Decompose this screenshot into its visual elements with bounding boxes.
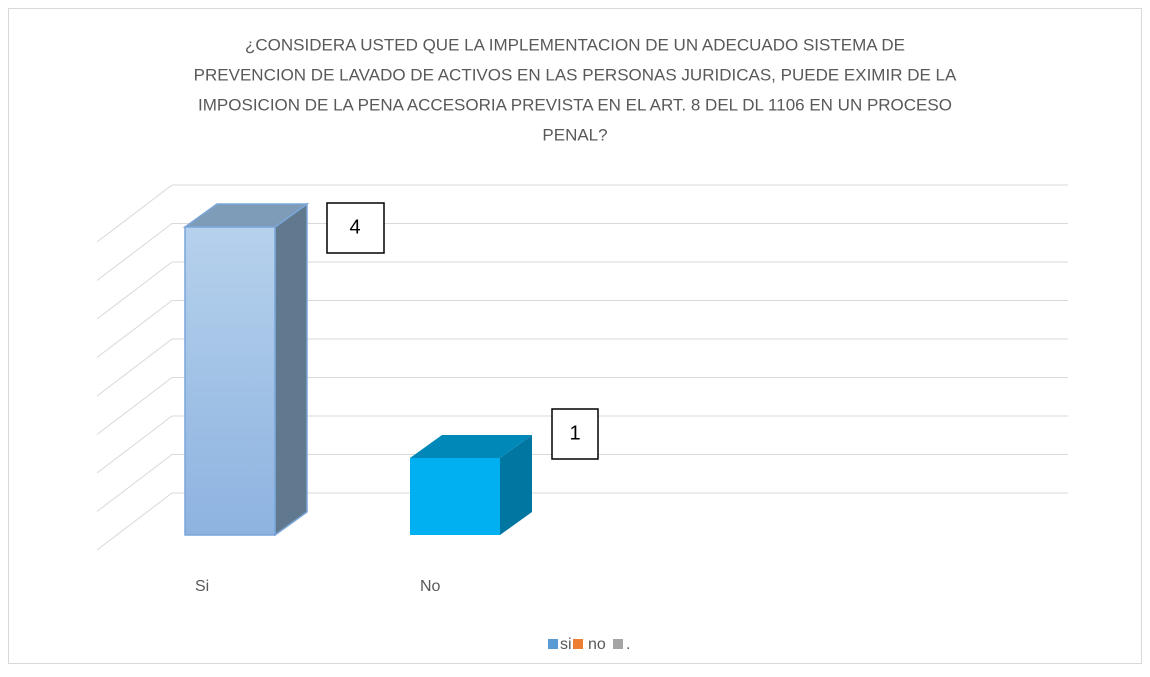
chart-title: IMPOSICION DE LA PENA ACCESORIA PREVISTA… [198, 95, 952, 114]
x-tick-label: Si [195, 578, 209, 595]
grid-line [96, 415, 1068, 474]
chart-title: PENAL? [542, 125, 607, 144]
grid-line [96, 223, 1068, 281]
chart-title: ¿CONSIDERA USTED QUE LA IMPLEMENTACION D… [245, 35, 905, 54]
data-label: 1 [569, 422, 580, 444]
legend-label: si [560, 636, 572, 653]
bar-top [410, 435, 532, 458]
grid-line [96, 184, 1068, 243]
data-label-box [551, 408, 599, 460]
chart-title: PREVENCION DE LAVADO DE ACTIVOS EN LAS P… [194, 65, 957, 84]
grid-line [96, 261, 1068, 320]
grid-line [96, 454, 1068, 512]
x-tick-label: No [420, 578, 441, 595]
grid-line [96, 377, 1068, 435]
bar-front [184, 226, 276, 536]
bar [182, 202, 310, 537]
legend-swatch [573, 639, 583, 649]
data-label: 4 [349, 216, 360, 238]
grid-line [96, 338, 1068, 397]
grid-line [96, 300, 1068, 358]
bar [410, 435, 532, 535]
bar-side [500, 435, 532, 535]
legend-swatch [613, 639, 623, 649]
bar-side [274, 202, 308, 537]
legend-label: . [626, 636, 630, 653]
legend-label: no [588, 636, 606, 653]
grid-line [96, 492, 1068, 551]
bar-front [410, 458, 500, 535]
data-label-box [326, 202, 385, 254]
legend-swatch [548, 639, 558, 649]
